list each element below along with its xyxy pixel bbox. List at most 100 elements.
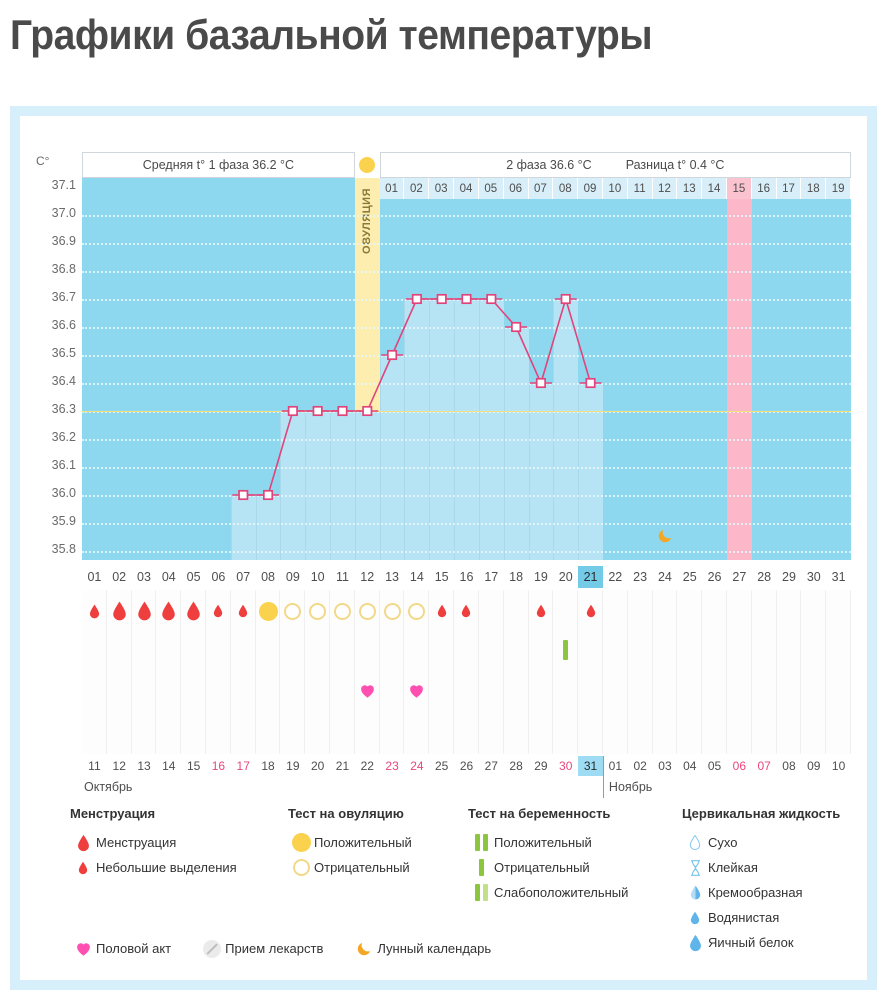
calendar-date[interactable]: 14 <box>162 759 176 773</box>
cycle-day-label[interactable]: 05 <box>186 570 201 584</box>
phase2-day-cell[interactable]: 16 <box>751 178 777 199</box>
phase2-day-cell[interactable]: 18 <box>801 178 827 199</box>
phase2-day-cell[interactable]: 06 <box>503 178 529 199</box>
cycle-day-label[interactable]: 20 <box>558 570 573 584</box>
cycle-day-label[interactable]: 13 <box>385 570 400 584</box>
calendar-date[interactable]: 26 <box>459 759 474 773</box>
calendar-date[interactable]: 31 <box>578 756 603 776</box>
phase2-day-cell[interactable]: 17 <box>776 178 802 199</box>
calendar-date[interactable]: 03 <box>658 759 672 773</box>
calendar-date[interactable]: 17 <box>236 759 250 773</box>
menstruation-light-icon[interactable] <box>206 590 231 632</box>
intercourse-heart-icon[interactable] <box>355 668 380 712</box>
menstruation-medium-icon[interactable] <box>82 590 107 632</box>
cycle-day-label[interactable]: 25 <box>682 570 697 584</box>
cycle-day-label[interactable]: 28 <box>757 570 772 584</box>
phase2-day-cell[interactable]: 10 <box>602 178 628 199</box>
calendar-date[interactable]: 09 <box>807 759 821 773</box>
menstruation-light-icon[interactable] <box>231 590 256 632</box>
calendar-date[interactable]: 04 <box>683 759 697 773</box>
calendar-date[interactable]: 19 <box>286 759 300 773</box>
ovulation-test-negative-icon[interactable] <box>355 590 380 632</box>
calendar-date[interactable]: 30 <box>559 759 573 773</box>
cycle-day-label[interactable]: 14 <box>409 570 424 584</box>
cycle-day-label[interactable]: 01 <box>87 570 102 584</box>
cycle-day-label[interactable]: 06 <box>211 570 226 584</box>
cycle-day-label[interactable]: 15 <box>434 570 449 584</box>
phase2-day-cell[interactable]: 15 <box>726 178 752 199</box>
ovulation-test-negative-icon[interactable] <box>380 590 405 632</box>
phase2-day-cell[interactable]: 05 <box>478 178 504 199</box>
calendar-date[interactable]: 21 <box>335 759 350 773</box>
cycle-day-label[interactable]: 18 <box>509 570 524 584</box>
cycle-day-label[interactable]: 11 <box>335 570 349 584</box>
calendar-date[interactable]: 16 <box>211 759 226 773</box>
menstruation-light-icon[interactable] <box>578 590 603 632</box>
phase2-day-cell[interactable]: 13 <box>677 178 703 199</box>
phase2-day-cell[interactable]: 08 <box>553 178 579 199</box>
ovulation-test-positive-icon[interactable] <box>256 590 281 632</box>
calendar-date[interactable]: 02 <box>633 759 647 773</box>
menstruation-heavy-icon[interactable] <box>156 590 181 632</box>
cycle-day-label[interactable]: 23 <box>633 570 648 584</box>
phase2-day-cell[interactable]: 11 <box>627 178 653 199</box>
calendar-date[interactable]: 25 <box>435 759 449 773</box>
ovulation-test-negative-icon[interactable] <box>280 590 305 632</box>
ovulation-test-negative-icon[interactable] <box>404 590 429 632</box>
calendar-date[interactable]: 12 <box>112 759 126 773</box>
cycle-day-label[interactable]: 03 <box>137 570 151 584</box>
phase2-day-cell[interactable]: 09 <box>578 178 603 199</box>
calendar-date[interactable]: 11 <box>88 759 101 773</box>
calendar-date[interactable]: 08 <box>782 759 796 773</box>
cycle-day-label[interactable]: 27 <box>732 570 747 584</box>
menstruation-heavy-icon[interactable] <box>132 590 157 632</box>
cycle-day-label[interactable]: 16 <box>459 570 474 584</box>
calendar-date[interactable]: 13 <box>137 759 151 773</box>
calendar-date[interactable]: 29 <box>534 759 548 773</box>
phase2-day-cell[interactable]: 12 <box>652 178 678 199</box>
phase2-day-cell[interactable]: 03 <box>429 178 455 199</box>
cycle-day-label[interactable]: 21 <box>578 566 603 588</box>
cycle-day-label[interactable]: 09 <box>285 570 300 584</box>
calendar-date[interactable]: 27 <box>484 759 498 773</box>
cycle-day-label[interactable]: 12 <box>360 570 375 584</box>
menstruation-light-icon[interactable] <box>529 590 554 632</box>
menstruation-light-icon[interactable] <box>454 590 479 632</box>
calendar-date[interactable]: 01 <box>608 759 622 773</box>
cycle-day-label[interactable]: 19 <box>533 570 548 584</box>
calendar-date[interactable]: 07 <box>757 759 771 773</box>
phase2-day-cell[interactable]: 14 <box>702 178 727 199</box>
calendar-date[interactable]: 24 <box>410 759 424 773</box>
menstruation-light-icon[interactable] <box>429 590 454 632</box>
intercourse-heart-icon[interactable] <box>404 668 429 712</box>
calendar-date[interactable]: 06 <box>732 759 747 773</box>
calendar-date[interactable]: 28 <box>509 759 523 773</box>
ovulation-test-negative-icon[interactable] <box>305 590 330 632</box>
cycle-day-label[interactable]: 31 <box>831 570 846 584</box>
cycle-day-label[interactable]: 22 <box>608 570 623 584</box>
phase2-day-cell[interactable]: 01 <box>379 178 405 199</box>
phase2-day-cell[interactable]: 07 <box>528 178 554 199</box>
menstruation-heavy-icon[interactable] <box>107 590 132 632</box>
calendar-date[interactable]: 23 <box>385 759 399 773</box>
cycle-day-label[interactable]: 08 <box>261 570 275 584</box>
phase2-day-cell[interactable]: 04 <box>454 178 479 199</box>
calendar-date[interactable]: 15 <box>186 759 201 773</box>
calendar-date[interactable]: 22 <box>360 759 374 773</box>
ovulation-test-negative-icon[interactable] <box>330 590 355 632</box>
phase2-day-cell[interactable]: 02 <box>404 178 430 199</box>
cycle-day-label[interactable]: 26 <box>707 570 722 584</box>
cycle-day-label[interactable]: 02 <box>112 570 127 584</box>
cycle-day-label[interactable]: 17 <box>484 570 499 584</box>
pregnancy-test-negative-icon[interactable] <box>553 632 578 668</box>
menstruation-heavy-icon[interactable] <box>181 590 206 632</box>
calendar-date[interactable]: 20 <box>310 759 325 773</box>
cycle-day-label[interactable]: 29 <box>782 570 796 584</box>
calendar-date[interactable]: 18 <box>261 759 275 773</box>
calendar-date[interactable]: 10 <box>831 759 846 773</box>
cycle-day-label[interactable]: 30 <box>806 570 821 584</box>
cycle-day-label[interactable]: 04 <box>161 570 176 584</box>
phase2-day-cell[interactable]: 19 <box>826 178 851 199</box>
calendar-date[interactable]: 05 <box>707 759 722 773</box>
cycle-day-label[interactable]: 10 <box>310 570 325 584</box>
